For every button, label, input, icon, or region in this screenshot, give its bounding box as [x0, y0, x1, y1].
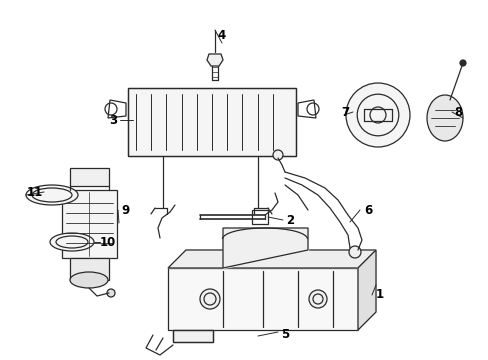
Ellipse shape [26, 185, 78, 205]
Text: 1: 1 [375, 288, 383, 302]
Circle shape [200, 289, 220, 309]
Text: 7: 7 [340, 105, 348, 118]
Circle shape [348, 246, 360, 258]
Text: 3: 3 [109, 113, 117, 126]
Text: 4: 4 [218, 28, 225, 41]
Circle shape [308, 290, 326, 308]
Text: 8: 8 [453, 105, 461, 118]
Polygon shape [70, 258, 109, 280]
Polygon shape [206, 54, 223, 66]
Polygon shape [173, 330, 213, 342]
Circle shape [346, 83, 409, 147]
Circle shape [459, 60, 465, 66]
Text: 10: 10 [100, 235, 116, 248]
Ellipse shape [50, 233, 94, 251]
Polygon shape [168, 250, 375, 268]
Text: 11: 11 [27, 185, 43, 198]
Text: 6: 6 [363, 203, 371, 216]
Polygon shape [128, 88, 295, 156]
Circle shape [272, 150, 283, 160]
Polygon shape [357, 250, 375, 330]
Circle shape [107, 289, 115, 297]
Polygon shape [70, 168, 109, 186]
Text: 2: 2 [285, 213, 293, 226]
Ellipse shape [426, 95, 462, 141]
Ellipse shape [70, 272, 108, 288]
Text: 5: 5 [280, 328, 288, 342]
Polygon shape [62, 190, 117, 258]
Polygon shape [223, 228, 307, 268]
Polygon shape [168, 268, 357, 330]
Text: 9: 9 [121, 203, 129, 216]
